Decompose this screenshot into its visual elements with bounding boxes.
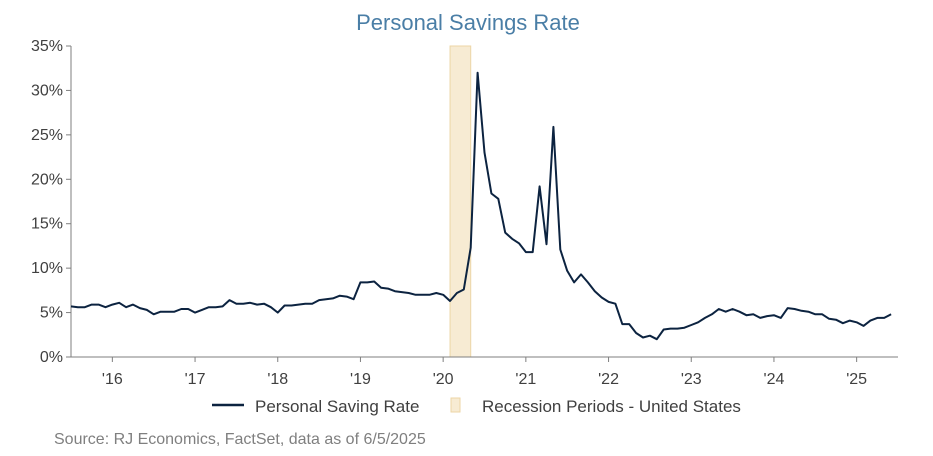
recession-bands <box>449 45 472 358</box>
axes <box>70 46 898 358</box>
x-tick-label: '22 <box>598 371 619 388</box>
y-axis-ticks: 0% 5% 10% 15% 20% 25% 30% 35% <box>31 38 71 366</box>
x-tick-label: '24 <box>764 371 785 388</box>
y-tick-label: 25% <box>31 127 63 144</box>
y-tick-label: 10% <box>31 260 63 277</box>
legend-label-saving-rate: Personal Saving Rate <box>255 397 419 416</box>
chart-title: Personal Savings Rate <box>356 10 580 35</box>
x-axis-ticks: '16 '17 '18 '19 '20 '21 '22 '23 '24 '25 <box>102 357 867 388</box>
legend-label-recession: Recession Periods - United States <box>482 397 741 416</box>
y-tick-label: 0% <box>40 349 63 366</box>
x-tick-label: '20 <box>433 371 454 388</box>
x-tick-label: '17 <box>185 371 206 388</box>
x-tick-label: '19 <box>350 371 371 388</box>
recession-band-0 <box>449 45 472 358</box>
source-note: Source: RJ Economics, FactSet, data as o… <box>54 431 426 448</box>
series-line-saving-rate <box>70 71 892 341</box>
y-tick-label: 35% <box>31 38 63 55</box>
x-tick-label: '21 <box>515 371 536 388</box>
x-tick-label: '16 <box>102 371 123 388</box>
x-tick-label: '18 <box>267 371 288 388</box>
y-tick-label: 15% <box>31 216 63 233</box>
x-tick-label: '23 <box>681 371 702 388</box>
series-layer <box>70 71 892 341</box>
y-tick-label: 30% <box>31 82 63 99</box>
y-tick-label: 5% <box>40 305 63 322</box>
legend: Personal Saving Rate Recession Periods -… <box>212 397 741 416</box>
legend-swatch-recession <box>450 397 461 413</box>
x-tick-label: '25 <box>846 371 867 388</box>
y-tick-label: 20% <box>31 171 63 188</box>
